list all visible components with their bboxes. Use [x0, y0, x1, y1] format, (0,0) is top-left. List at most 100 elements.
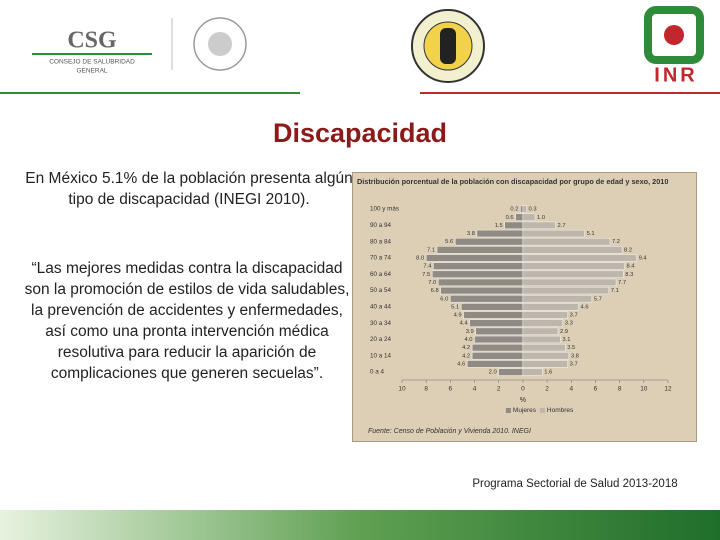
value-label: 7.4 — [423, 264, 432, 270]
category-label: 70 a 74 — [370, 255, 392, 262]
value-label: 4.9 — [454, 313, 462, 319]
bar — [522, 246, 623, 254]
bar — [522, 270, 624, 278]
value-label: 4.6 — [457, 361, 465, 367]
x-tick-label: 2 — [497, 386, 501, 393]
bar — [522, 368, 543, 376]
x-tick-label: 4 — [569, 386, 573, 393]
bar — [471, 352, 524, 360]
value-label: 8.4 — [626, 264, 635, 270]
emblem — [440, 28, 456, 64]
bar — [522, 221, 556, 229]
bar — [522, 205, 527, 213]
pyramid-chart: Distribución porcentual de la población … — [352, 172, 697, 442]
bar — [522, 229, 585, 238]
emblem — [208, 32, 232, 56]
bar — [463, 311, 524, 319]
bar — [522, 344, 566, 352]
value-label: 4.0 — [464, 337, 472, 343]
category-label: 10 a 14 — [370, 352, 392, 359]
value-label: 1.5 — [495, 223, 503, 229]
bar — [476, 229, 524, 238]
value-label: 8.2 — [624, 247, 632, 253]
value-label: 3.9 — [466, 329, 474, 335]
bar — [520, 205, 524, 213]
value-label: 3.8 — [571, 353, 579, 359]
value-label: 7.1 — [611, 288, 619, 294]
value-label: 7.7 — [618, 280, 626, 286]
legend-entry: Mujeres — [513, 407, 537, 414]
value-label: 1.6 — [544, 370, 552, 376]
slide-title: Discapacidad — [272, 118, 448, 148]
value-label: 0.6 — [506, 215, 514, 221]
x-tick-label: 6 — [449, 386, 453, 393]
value-label: 9.4 — [639, 256, 648, 262]
x-tick-label: 6 — [594, 386, 598, 393]
csg-name: GENERAL — [76, 68, 107, 75]
footer-band — [0, 510, 720, 540]
bar — [469, 319, 524, 327]
x-tick-label: 2 — [545, 386, 549, 393]
value-label: 5.6 — [445, 239, 453, 245]
inr-emblem — [664, 25, 684, 45]
value-label: 5.7 — [594, 296, 602, 302]
value-label: 4.2 — [462, 353, 470, 359]
bar — [425, 254, 524, 262]
bar — [433, 262, 524, 270]
value-label: 3.7 — [570, 361, 578, 367]
bar — [522, 360, 568, 368]
value-label: 5.1 — [587, 231, 595, 237]
x-tick-label: 10 — [640, 386, 648, 393]
value-label: 4.2 — [462, 345, 470, 351]
x-tick-label: 4 — [473, 386, 477, 393]
legend-swatch — [505, 408, 511, 413]
x-tick-label: 0 — [521, 386, 525, 393]
value-label: 7.2 — [612, 239, 620, 245]
value-label: 0.2 — [510, 207, 518, 213]
bar — [522, 238, 611, 246]
inr-logo: INR — [654, 64, 697, 86]
category-label: 40 a 44 — [370, 304, 392, 311]
bar — [522, 295, 593, 303]
value-label: 3.8 — [467, 231, 475, 237]
bar — [454, 238, 524, 246]
csg-logo: CSG — [67, 28, 117, 54]
value-label: 2.7 — [558, 223, 566, 229]
bar — [461, 303, 524, 311]
value-label: 3.1 — [562, 337, 570, 343]
value-label: 2.9 — [560, 329, 568, 335]
footer-strip — [0, 510, 720, 540]
category-label: 0 a 4 — [370, 369, 385, 376]
bar — [475, 327, 524, 335]
value-label: 7.5 — [422, 272, 430, 278]
bar — [515, 213, 524, 221]
category-label: 50 a 54 — [370, 287, 392, 294]
value-label: 4.4 — [460, 321, 469, 327]
category-label: 30 a 34 — [370, 320, 392, 327]
bar — [471, 344, 524, 352]
value-label: 1.0 — [537, 215, 545, 221]
bar — [438, 278, 524, 287]
category-label: 80 a 84 — [370, 238, 392, 245]
value-label: 3.7 — [570, 313, 578, 319]
value-label: 2.0 — [489, 370, 497, 376]
bar — [522, 286, 609, 295]
x-tick-label: 10 — [398, 386, 406, 393]
chart-source: Fuente: Censo de Población y Vivienda 20… — [368, 428, 531, 435]
bar — [522, 278, 617, 287]
inr-emblem — [644, 6, 704, 64]
value-label: 7.1 — [427, 247, 435, 253]
value-label: 3.3 — [565, 321, 573, 327]
value-label: 0.3 — [529, 207, 537, 213]
bar — [522, 327, 559, 335]
value-label: 8.0 — [416, 256, 424, 262]
bar — [432, 270, 524, 278]
paragraph: En México 5.1% de la población presenta … — [25, 170, 353, 208]
legend-swatch — [539, 408, 545, 413]
x-tick-label: 12 — [664, 386, 672, 393]
quote: “Las mejores medidas contra la discapaci… — [24, 260, 350, 382]
bar — [522, 319, 564, 327]
bar — [474, 335, 524, 344]
bar — [436, 246, 524, 254]
